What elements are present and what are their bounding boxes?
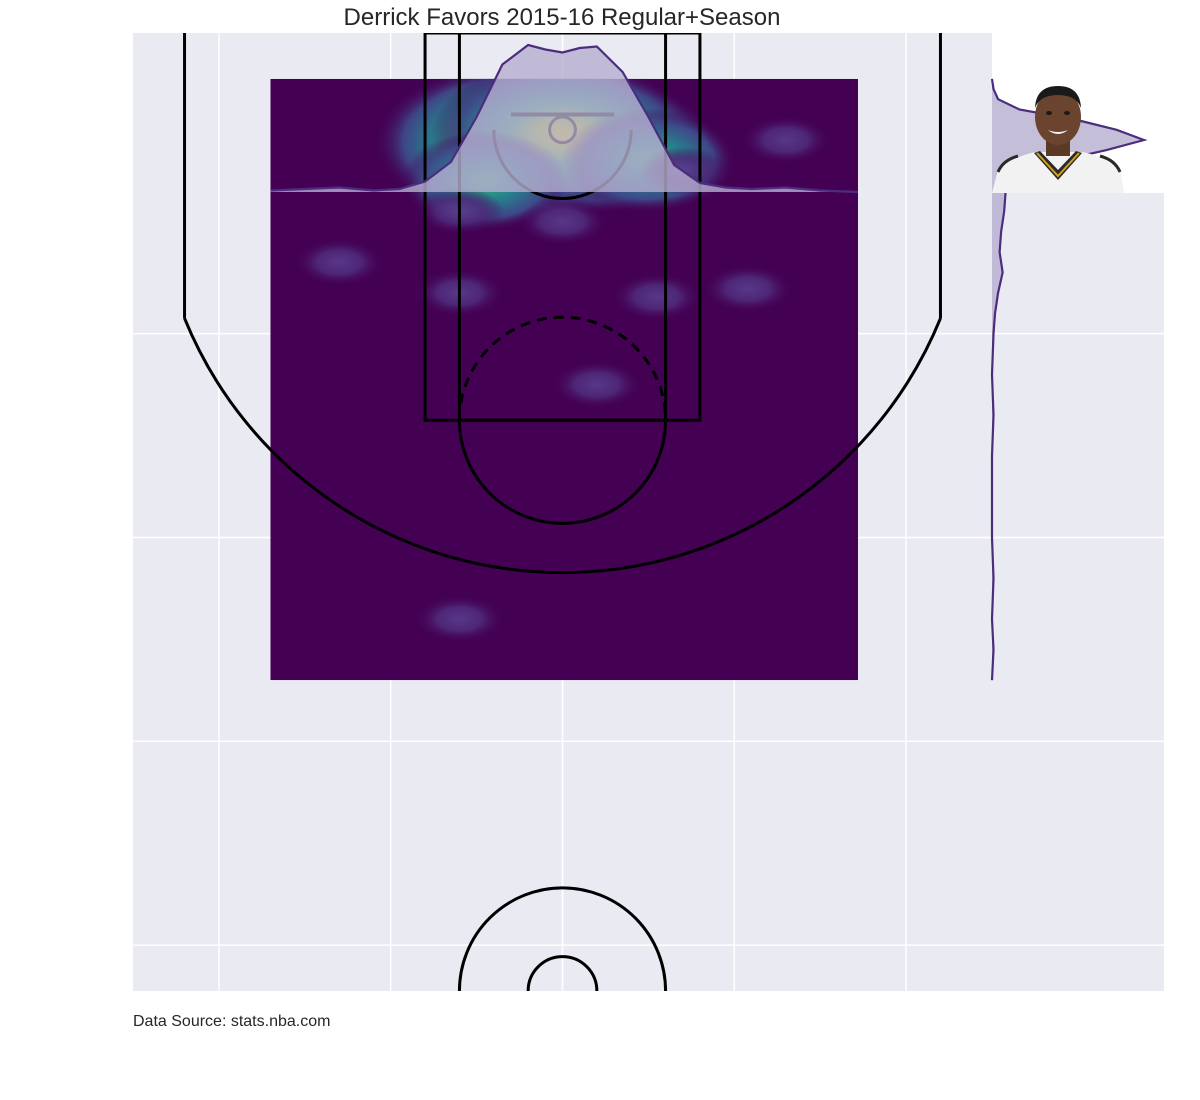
marginal-densities (270, 43, 1148, 681)
free-throw-arc (457, 420, 668, 525)
density-peak (703, 264, 793, 313)
density-peak (552, 360, 642, 409)
center-inner-circle (526, 955, 599, 991)
density-peak (294, 238, 384, 287)
center-outer-circle (457, 886, 668, 991)
three-point-arc (183, 317, 942, 575)
right-marginal-background (992, 193, 1164, 991)
right-marginal-fill (992, 78, 1144, 681)
right-marginal-line (990, 78, 1148, 681)
player-headshot (992, 86, 1124, 193)
density-peak (517, 197, 608, 246)
top-marginal-fill (270, 45, 858, 192)
density-peak (414, 595, 505, 643)
density-peak (612, 273, 702, 321)
top-marginal-line (270, 43, 859, 194)
chart-title: Derrick Favors 2015-16 Regular+Season (344, 4, 781, 31)
data-source-note: Data Source: stats.nba.com (133, 1013, 331, 1030)
density-peak (741, 116, 831, 164)
free-throw-arc-dashed (457, 315, 668, 421)
inner-paint (457, 33, 668, 422)
